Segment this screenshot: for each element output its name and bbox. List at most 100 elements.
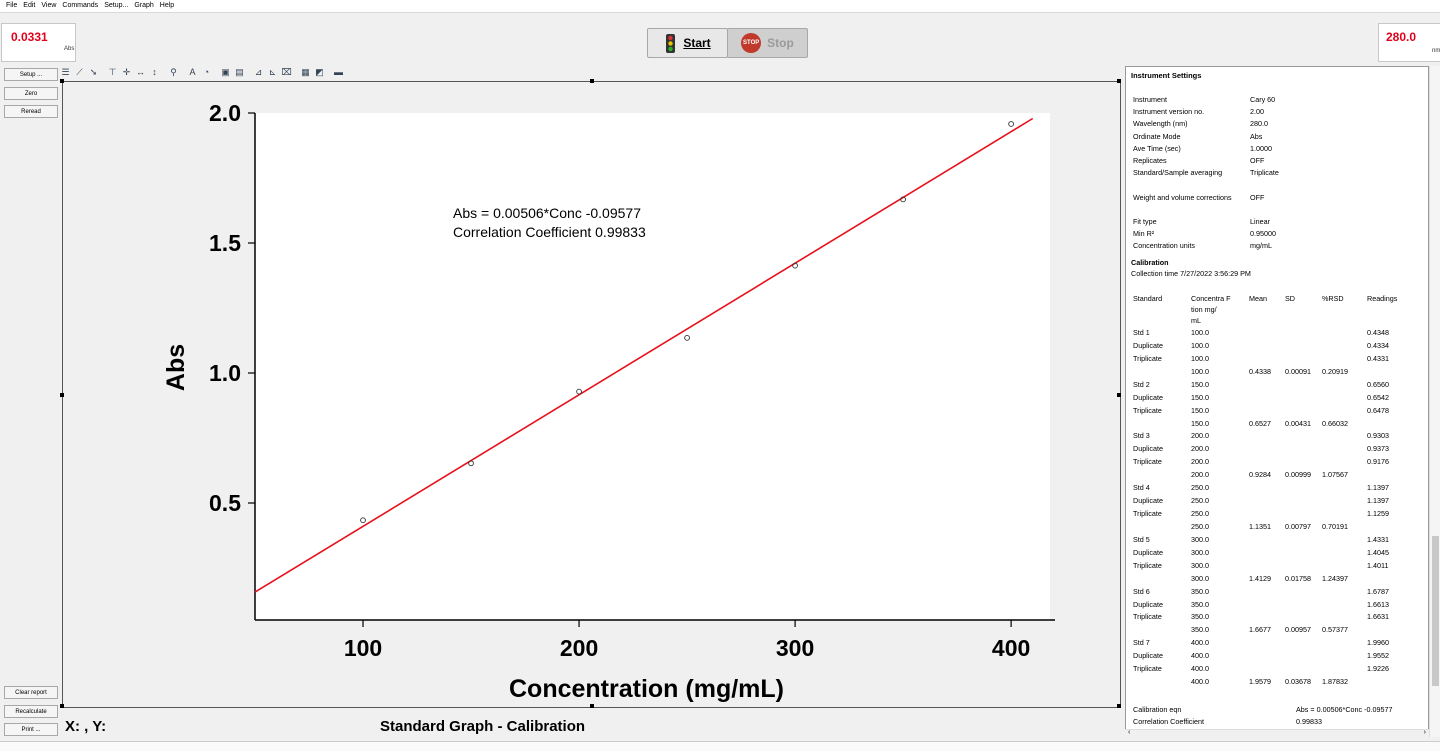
resize-handle[interactable] (1117, 393, 1121, 397)
data-point (468, 460, 474, 467)
wavelength-unit: nm (1432, 48, 1440, 54)
menu-commands[interactable]: Commands (62, 2, 99, 9)
table-cell: 1.4129 (1249, 573, 1271, 583)
table-cell: 350.0 (1191, 599, 1209, 609)
table-cell: 0.4348 (1367, 328, 1389, 337)
table-cell: Duplicate (1133, 392, 1163, 402)
menu-edit[interactable]: Edit (23, 2, 36, 9)
table-cell: 1.1397 (1367, 496, 1389, 506)
table-cell: 1.4011 (1367, 560, 1389, 570)
report-horizontal-scrollbar[interactable]: ‹ › (1125, 729, 1429, 739)
table-cell: 1.4331 (1367, 534, 1389, 544)
resize-handle[interactable] (1117, 79, 1121, 83)
table-row: 250.0 1.1351 0.00797 0.70191 (1133, 521, 1423, 534)
table-row: 100.0 0.4338 0.00091 0.20919 (1133, 366, 1423, 379)
crosshair-icon[interactable]: ✛ (122, 66, 131, 77)
x-tick-label: 200 (560, 635, 598, 661)
autoscale-icon[interactable]: ⟋ (76, 66, 83, 77)
table-cell: Duplicate (1133, 496, 1163, 506)
setting-value: 280.0 (1250, 119, 1268, 129)
resize-handle[interactable] (60, 79, 64, 83)
table-cell: Std 5 (1133, 534, 1150, 544)
table-cell: 350.0 (1191, 586, 1209, 596)
print-button[interactable]: Print ... (4, 723, 58, 736)
table-cell: 1.07567 (1322, 470, 1348, 480)
calibration-chart[interactable]: 100 200 300 400 0.5 1.0 1.5 2.0 Concentration (m… (63, 82, 1120, 707)
y-tick-label: 2.0 (209, 100, 241, 126)
menu-file[interactable]: File (6, 2, 18, 9)
table-row: Duplicate 200.0 0.9373 (1133, 443, 1423, 456)
data-points-layer (360, 121, 1014, 524)
delete-trace-icon[interactable]: ⌧ (281, 66, 292, 77)
collection-time: Collection time 7/27/2022 3:56:29 PM (1131, 269, 1251, 278)
label-peaks-icon[interactable]: ◔ (203, 66, 210, 77)
table-cell: 350.0 (1191, 612, 1209, 622)
table-cell: 1.1259 (1367, 509, 1389, 519)
start-button[interactable]: Start (647, 28, 728, 58)
scroll-left-icon[interactable]: ‹ (1128, 729, 1131, 736)
peak-pick-icon[interactable]: ⊤ (108, 66, 117, 77)
table-row: Duplicate 100.0 0.4334 (1133, 340, 1423, 353)
report-vertical-scrollbar[interactable] (1429, 66, 1440, 737)
resize-handle[interactable] (1117, 704, 1121, 708)
table-cell: 0.9303 (1367, 431, 1389, 441)
setup-button[interactable]: Setup ... (4, 68, 58, 81)
horizontal-cursor-icon[interactable]: ↔ (136, 66, 145, 77)
recalculate-button[interactable]: Recalculate (4, 705, 58, 718)
absorbance-unit: Abs (64, 46, 75, 52)
menu-setup[interactable]: Setup... (104, 2, 129, 9)
resize-handle[interactable] (590, 704, 594, 708)
y-tick-label: 0.5 (209, 490, 241, 516)
table-cell: Triplicate (1133, 612, 1162, 622)
graph-properties-icon[interactable]: ☰ (61, 66, 70, 77)
axis-scale-icon[interactable]: ⊿ (254, 66, 263, 77)
graph-panel[interactable]: 100 200 300 400 0.5 1.0 1.5 2.0 Concentration (m… (60, 79, 1121, 708)
table-row: Duplicate 150.0 0.6542 (1133, 392, 1423, 405)
table-cell: 150.0 (1191, 379, 1209, 389)
scroll-right-icon[interactable]: › (1423, 729, 1426, 736)
vertical-cursor-icon[interactable]: ↕ (152, 66, 157, 77)
table-cell: 0.00091 (1285, 366, 1311, 376)
stop-button[interactable]: STOP Stop (727, 28, 808, 58)
data-point (684, 335, 690, 341)
setting-value: 1.0000 (1250, 143, 1272, 153)
pointer-icon[interactable]: ➘ (89, 66, 98, 77)
table-cell: 250.0 (1191, 521, 1209, 531)
overlay-remove-icon[interactable]: ▤ (235, 66, 244, 77)
stop-sign-icon: STOP (741, 33, 762, 53)
text-label-icon[interactable]: A (189, 66, 196, 77)
resize-handle[interactable] (590, 79, 594, 83)
table-cell: 0.9176 (1367, 457, 1389, 467)
table-cell: 0.00957 (1285, 625, 1311, 635)
table-row: Std 5 300.0 1.4331 (1133, 534, 1423, 547)
table-row: 400.0 1.9579 0.03678 1.87832 (1133, 676, 1423, 689)
menu-graph[interactable]: Graph (134, 2, 154, 9)
monitor-icon[interactable]: ▬ (334, 66, 343, 77)
resize-handle[interactable] (60, 704, 64, 708)
reread-button[interactable]: Reread (4, 105, 58, 118)
table-cell: Triplicate (1133, 353, 1162, 363)
left-panel: Setup ... Zero Reread Clear report Recal… (0, 64, 60, 750)
report-panel[interactable]: Instrument Settings Instrument Cary 60 Ins… (1125, 66, 1429, 737)
menu-help[interactable]: Help (159, 2, 175, 9)
resize-handle[interactable] (60, 393, 64, 397)
table-cell: 1.6631 (1367, 612, 1389, 622)
header-standard: Standard (1133, 294, 1163, 303)
zoom-icon[interactable]: ⚲ (170, 66, 177, 77)
setting-value: Triplicate (1250, 168, 1279, 178)
zero-button[interactable]: Zero (4, 87, 58, 100)
export-graph-icon[interactable]: ◩ (315, 66, 324, 77)
table-cell: 150.0 (1191, 392, 1209, 402)
table-row: Std 6 350.0 1.6787 (1133, 586, 1423, 599)
table-cell: 1.9960 (1367, 638, 1389, 648)
table-cell: 1.6677 (1249, 625, 1271, 635)
clear-report-button[interactable]: Clear report (4, 686, 58, 699)
axis-scale-alt-icon[interactable]: ⊾ (268, 66, 277, 77)
scroll-thumb[interactable] (1432, 536, 1439, 686)
overlay-icon[interactable]: ▣ (221, 66, 230, 77)
annotation-layer: Abs = 0.00506*Conc -0.09577 Correlation C… (453, 205, 646, 240)
graph-toolbar: ☰ ⟋ ➘ ⊤ ✛ ↔ ↕ ⚲ A ◔ ▣ ▤ ⊿ ⊾ ⌧ ▦ ◩ ▬ (60, 64, 344, 80)
menu-view[interactable]: View (41, 2, 57, 9)
report-icon[interactable]: ▦ (301, 66, 310, 77)
table-row: 150.0 0.6527 0.00431 0.66032 (1133, 418, 1423, 431)
